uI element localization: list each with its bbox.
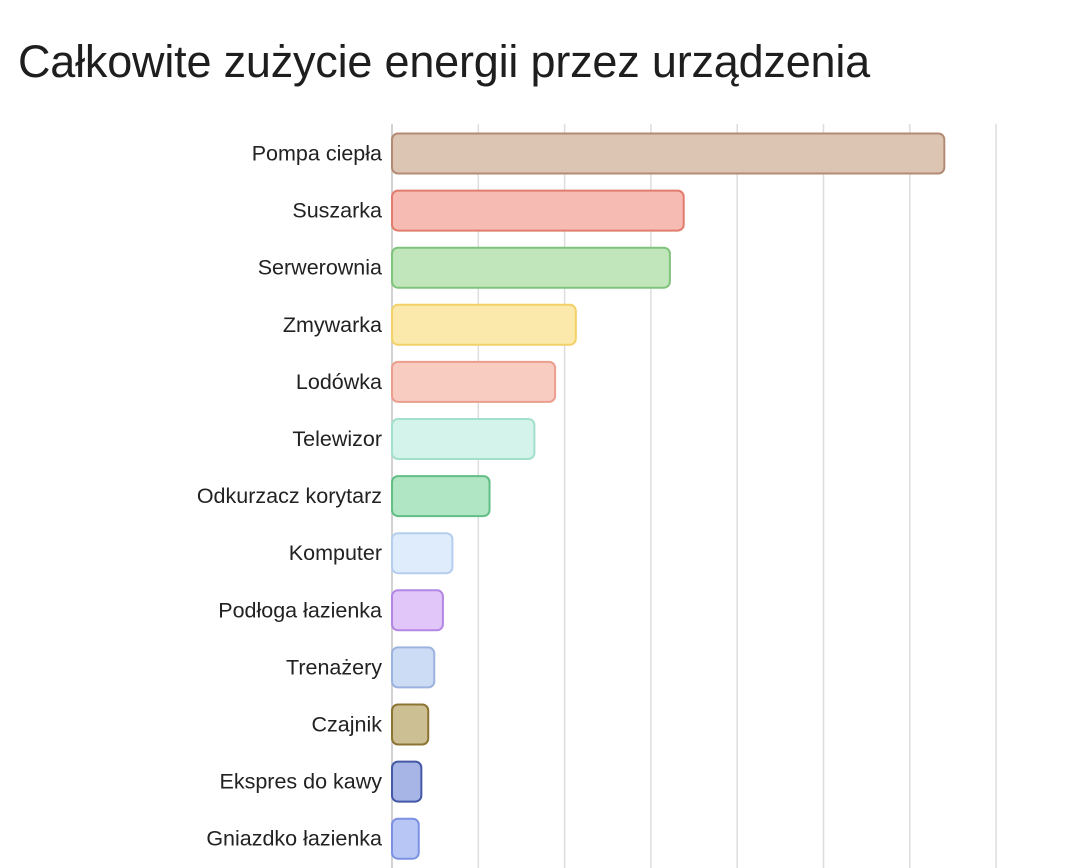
category-label: Gniazdko łazienka bbox=[206, 827, 382, 851]
category-label: Serwerownia bbox=[258, 256, 382, 280]
category-label: Odkurzacz korytarz bbox=[197, 484, 382, 508]
bar bbox=[391, 646, 436, 689]
bars bbox=[391, 132, 946, 860]
bar bbox=[391, 532, 454, 575]
bar bbox=[391, 817, 420, 860]
category-labels: Pompa ciepła Suszarka Serwerownia Zmywarka L… bbox=[197, 142, 382, 851]
category-label: Trenażery bbox=[286, 655, 382, 679]
bar bbox=[391, 475, 491, 518]
bar bbox=[391, 132, 946, 175]
bar bbox=[391, 589, 444, 632]
category-label: Telewizor bbox=[292, 427, 382, 451]
category-label: Czajnik bbox=[312, 713, 383, 737]
bar bbox=[391, 303, 577, 346]
bar bbox=[391, 703, 430, 746]
chart-title: Całkowite zużycie energii przez urządzen… bbox=[18, 36, 871, 87]
category-label: Podłoga łazienka bbox=[218, 598, 382, 622]
category-label: Ekspres do kawy bbox=[219, 770, 382, 794]
category-label: Pompa ciepła bbox=[252, 142, 382, 166]
category-label: Zmywarka bbox=[283, 313, 382, 337]
bar bbox=[391, 760, 423, 803]
bar bbox=[391, 418, 536, 460]
category-label: Suszarka bbox=[292, 199, 382, 223]
bar bbox=[391, 360, 557, 403]
bar bbox=[391, 246, 671, 289]
category-label: Lodówka bbox=[296, 370, 382, 394]
category-label: Komputer bbox=[289, 541, 382, 565]
bar bbox=[391, 189, 685, 232]
